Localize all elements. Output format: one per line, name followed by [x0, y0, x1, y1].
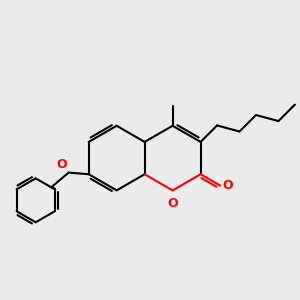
Text: O: O — [167, 197, 178, 211]
Text: O: O — [57, 158, 68, 171]
Text: O: O — [223, 179, 233, 192]
